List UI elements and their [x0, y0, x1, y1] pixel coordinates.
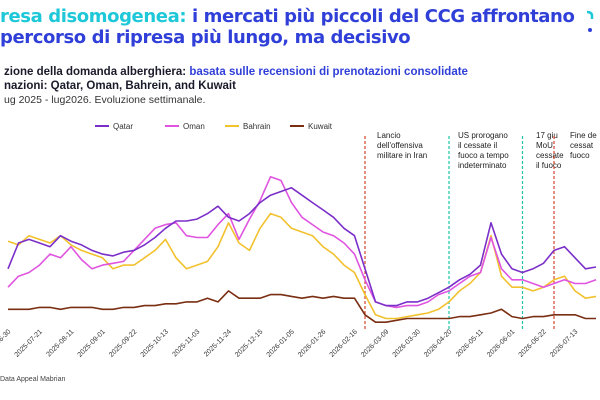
brand-mark-icon	[586, 10, 594, 32]
series-line-bahrain	[7, 212, 597, 320]
series-line-qatar	[7, 187, 597, 307]
event-label-2: fuoco a tempo	[458, 151, 509, 160]
x-tick-label: 2025-09-01	[77, 328, 107, 358]
title-line2: percorso di ripresa più lungo, ma decisi…	[0, 27, 411, 48]
x-tick-label: 2026-04-20	[423, 328, 453, 358]
x-tick-label: 2026-01-05	[266, 328, 296, 358]
chart-legend: Qatar Oman Bahrain Kuwait	[95, 122, 333, 131]
event-label-2: US prorogano	[458, 131, 508, 140]
event-label-3: MoU	[536, 141, 553, 150]
series-line-oman	[7, 176, 597, 309]
event-label-3: 17 giu	[536, 131, 558, 140]
line-chart: Qatar Oman Bahrain Kuwait Lanciodell'offens…	[0, 122, 597, 359]
chart-title: resa disomogenea: i mercati più piccoli …	[0, 6, 580, 48]
x-tick-label: 2026-03-09	[360, 328, 390, 358]
x-tick-label: 2026-03-30	[392, 328, 422, 358]
x-tick-label: 2025-12-15	[234, 328, 264, 358]
x-tick-label: 2026-02-16	[329, 328, 359, 358]
legend-label-oman: Oman	[183, 122, 205, 131]
destinations-label: nazioni: Qatar, Oman, Bahrein, and Kuwai…	[4, 80, 236, 92]
event-label-4: Fine de	[570, 131, 597, 140]
title-line1: i mercati più piccoli del CCG affrontano	[186, 6, 575, 27]
x-axis: 2025-06-30 2025-07-21 2025-08-11 2025-09-01…	[0, 328, 579, 358]
subtitle-highlight: basata sulle recensioni di prenotazioni …	[189, 66, 468, 78]
series-lines	[7, 176, 597, 323]
event-label-1: Lancio	[377, 131, 401, 140]
event-label-1: dell'offensiva	[377, 141, 423, 150]
x-tick-label: 2025-08-11	[46, 328, 76, 358]
event-label-2: il cessate il	[458, 141, 497, 150]
series-line-kuwait	[8, 290, 596, 323]
subtitle-prefix: zione della domanda alberghiera:	[4, 66, 190, 78]
event-label-3: il fuoco	[536, 161, 562, 170]
period-label: ug 2025 - lug2026. Evoluzione settimanal…	[4, 94, 206, 106]
event-label-1: militare in Iran	[377, 151, 427, 160]
x-tick-label: 2025-11-03	[172, 328, 202, 358]
x-tick-label: 2026-06-22	[518, 328, 548, 358]
legend-label-qatar: Qatar	[113, 122, 133, 131]
x-tick-label: 2025-11-24	[203, 328, 233, 358]
chart-subtitle: zione della domanda alberghiera: basata …	[4, 66, 468, 78]
x-tick-label: 2026-05-11	[455, 328, 485, 358]
legend-label-bahrain: Bahrain	[243, 122, 271, 131]
title-accent: resa disomogenea:	[0, 6, 187, 27]
x-tick-label: 2026-06-01	[486, 328, 516, 358]
event-label-3: cessate	[536, 151, 564, 160]
legend-label-kuwait: Kuwait	[308, 122, 333, 131]
x-tick-label: 2025-10-13	[140, 328, 170, 358]
source-label: Data Appeal Mabrian	[0, 376, 66, 383]
event-label-4: fuoco	[570, 151, 590, 160]
x-tick-label: 2025-07-21	[14, 328, 44, 358]
event-label-2: indeterminato	[458, 161, 507, 170]
x-tick-label: 2025-06-30	[0, 328, 12, 358]
event-label-4: cessat	[570, 141, 594, 150]
x-tick-label: 2026-07-13	[549, 328, 579, 358]
x-tick-label: 2026-01-26	[297, 328, 327, 358]
x-tick-label: 2025-09-22	[108, 328, 138, 358]
